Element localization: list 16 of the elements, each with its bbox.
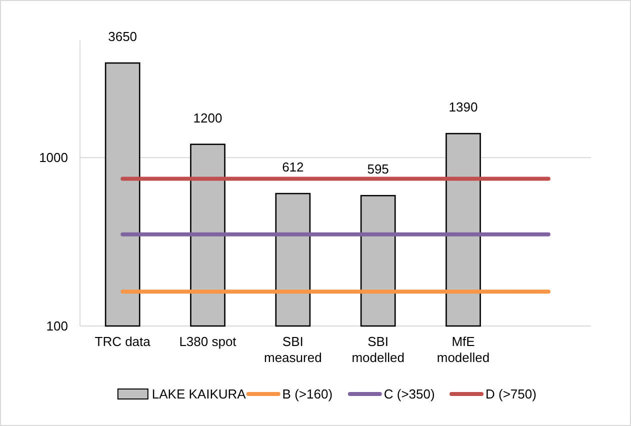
- x-tick-label: SBI measured: [264, 334, 322, 365]
- legend-label: LAKE KAIKURA: [152, 386, 246, 402]
- x-tick-label: TRC data: [94, 334, 152, 349]
- legend-label: B (>160): [282, 386, 333, 402]
- data-label: 612: [282, 160, 304, 175]
- data-label: 1390: [448, 100, 478, 115]
- x-tick-label: L380 spot: [179, 334, 237, 349]
- y-tick-label: 100: [46, 318, 68, 334]
- x-tick-label: SBI modelled: [352, 334, 404, 365]
- data-label: 1200: [193, 110, 222, 126]
- data-label: 3650: [108, 29, 138, 44]
- x-tick-label: MfE modelled: [436, 334, 490, 365]
- legend-label: D (>750): [486, 386, 536, 402]
- y-tick-label: 1000: [39, 150, 68, 166]
- data-label: 595: [367, 162, 389, 177]
- legend-label: C (>350): [384, 386, 435, 402]
